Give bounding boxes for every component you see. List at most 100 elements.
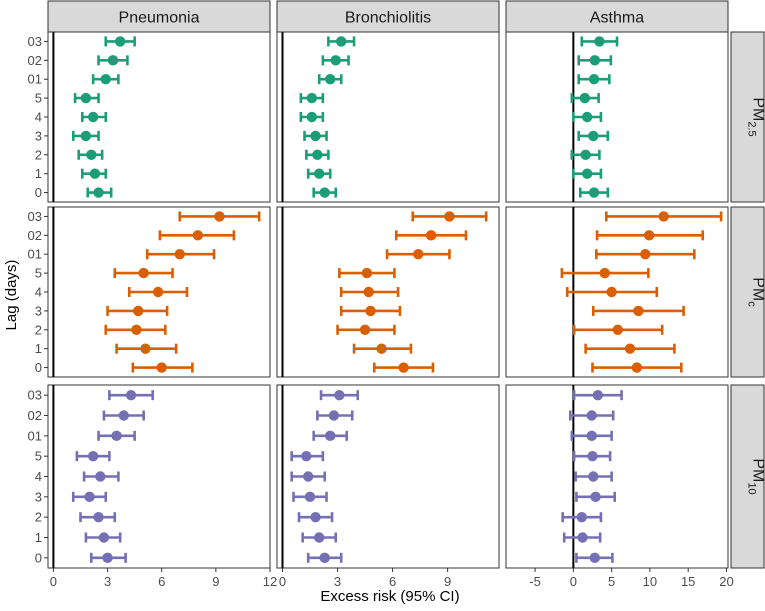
y-tick-label-pmc-03: 03 [28, 209, 42, 224]
estimate-point-lag-4 [306, 111, 318, 123]
y-tick-label-pm10-4: 4 [35, 469, 42, 484]
estimate-point-lag-4 [588, 471, 599, 482]
x-tick-label-asthma-10: 10 [643, 574, 657, 589]
estimate-point-lag-1 [577, 532, 588, 543]
x-tick-label-pneumonia-9: 9 [212, 574, 219, 589]
y-tick-label-pm2-5-4: 4 [35, 110, 42, 125]
x-tick-label-asthma-5: 5 [608, 574, 615, 589]
strip-label-pm2-5: PM2.5 [746, 97, 765, 136]
y-tick-label-pm10-0: 0 [35, 550, 42, 565]
strip-label-bronchiolitis: Bronchiolitis [345, 10, 431, 27]
strip-pmc [730, 206, 765, 378]
estimate-point-lag-5 [579, 92, 591, 104]
y-tick-label-pm10-02: 02 [28, 408, 42, 423]
estimate-point-lag-02 [328, 410, 340, 421]
estimate-point-lag-1 [624, 343, 636, 354]
estimate-point-lag-0 [398, 362, 409, 373]
x-tick-label-bronchiolitis-0: 0 [279, 574, 286, 589]
estimate-point-lag-03 [214, 211, 225, 222]
estimate-point-lag-0 [588, 187, 600, 198]
y-tick-label-pm2-5-2: 2 [35, 147, 42, 162]
estimate-point-lag-01 [325, 74, 336, 85]
estimate-point-lag-1 [376, 343, 387, 354]
estimate-point-lag-3 [304, 491, 316, 503]
x-tick-label-asthma-15: 15 [681, 574, 695, 589]
x-tick-label-bronchiolitis-3: 3 [334, 574, 341, 589]
estimate-point-lag-1 [313, 168, 325, 179]
estimate-point-lag-3 [133, 305, 144, 317]
estimate-point-lag-1 [98, 532, 110, 543]
estimate-point-lag-0 [319, 552, 330, 564]
estimate-point-lag-2 [359, 324, 371, 335]
panel-pmc-asthma [505, 206, 729, 378]
y-tick-label-pm2-5-3: 3 [35, 128, 42, 143]
estimate-point-lag-5 [306, 92, 318, 104]
estimate-point-lag-0 [102, 552, 113, 564]
y-tick-label-pm2-5-01: 01 [28, 72, 42, 87]
estimate-point-lag-3 [588, 130, 599, 142]
panel-pmc-bronchiolitis [276, 206, 500, 378]
estimate-point-lag-4 [606, 286, 617, 298]
panel-background [505, 384, 729, 569]
x-tick-label-bronchiolitis-6: 6 [389, 574, 396, 589]
estimate-point-lag-2 [310, 511, 321, 523]
estimate-point-lag-02 [107, 55, 119, 66]
y-tick-label-pmc-02: 02 [28, 228, 42, 243]
estimate-point-lag-01 [588, 74, 600, 85]
panel-pm2-5-bronchiolitis [276, 31, 500, 203]
estimate-point-lag-03 [336, 36, 347, 47]
x-tick-label-asthma-20: 20 [719, 574, 733, 589]
panel-pm10-bronchiolitis [276, 384, 500, 569]
y-tick-label-pm2-5-02: 02 [28, 53, 42, 68]
x-tick-label-pneumonia-6: 6 [158, 574, 165, 589]
y-tick-label-pmc-1: 1 [35, 341, 42, 356]
estimate-point-lag-5 [361, 267, 373, 279]
estimate-point-lag-5 [599, 267, 610, 279]
estimate-point-lag-2 [312, 149, 323, 160]
strip-label-pm10: PM10 [746, 458, 765, 494]
x-tick-label-pneumonia-12: 12 [263, 574, 277, 589]
panel-pm2-5-pneumonia [47, 31, 271, 203]
estimate-point-lag-2 [131, 324, 142, 335]
y-tick-label-pm10-1: 1 [35, 530, 42, 545]
estimate-point-lag-03 [592, 389, 604, 401]
panel-background [505, 31, 729, 203]
estimate-point-lag-0 [93, 187, 104, 198]
estimate-point-lag-4 [152, 286, 164, 298]
estimate-point-lag-2 [93, 511, 104, 523]
estimate-point-lag-0 [319, 187, 330, 198]
strip-label-asthma: Asthma [590, 10, 644, 27]
estimate-point-lag-5 [80, 92, 92, 104]
panel-background [47, 384, 271, 569]
estimate-point-lag-02 [192, 230, 204, 241]
y-tick-label-pm10-2: 2 [35, 510, 42, 525]
estimate-point-lag-4 [302, 471, 314, 482]
panel-pm2-5-asthma [505, 31, 729, 203]
y-tick-label-pm2-5-0: 0 [35, 185, 42, 200]
estimate-point-lag-3 [590, 491, 601, 503]
y-tick-label-pm10-3: 3 [35, 489, 42, 504]
y-tick-label-pmc-2: 2 [35, 322, 42, 337]
plot-area: Pneumonia Bronchiolitis Asthma PM2.5 PMc PM10… [28, 0, 765, 589]
estimate-point-lag-5 [587, 450, 598, 462]
estimate-point-lag-03 [125, 389, 137, 401]
strip-pm2-5 [730, 31, 765, 203]
strip-label-pneumonia: Pneumonia [119, 10, 200, 27]
estimate-point-lag-01 [100, 74, 111, 85]
estimate-point-lag-03 [114, 36, 126, 47]
x-tick-label-bronchiolitis-9: 9 [444, 574, 451, 589]
estimate-point-lag-03 [594, 36, 605, 47]
estimate-point-lag-01 [111, 430, 122, 442]
estimate-point-lag-01 [174, 249, 185, 260]
x-tick-label-asthma-5: -5 [529, 574, 541, 589]
estimate-point-lag-3 [84, 491, 95, 503]
strip-pneumonia [47, 0, 271, 33]
estimate-point-lag-02 [643, 230, 655, 241]
estimate-point-lag-0 [589, 552, 600, 564]
strip-asthma [505, 0, 729, 33]
x-axis-title: Excess risk (95% CI) [320, 588, 459, 605]
estimate-point-lag-1 [89, 168, 101, 179]
estimate-point-lag-0 [156, 362, 167, 373]
y-axis-title: Lag (days) [3, 260, 20, 331]
estimate-point-lag-5 [138, 267, 149, 279]
